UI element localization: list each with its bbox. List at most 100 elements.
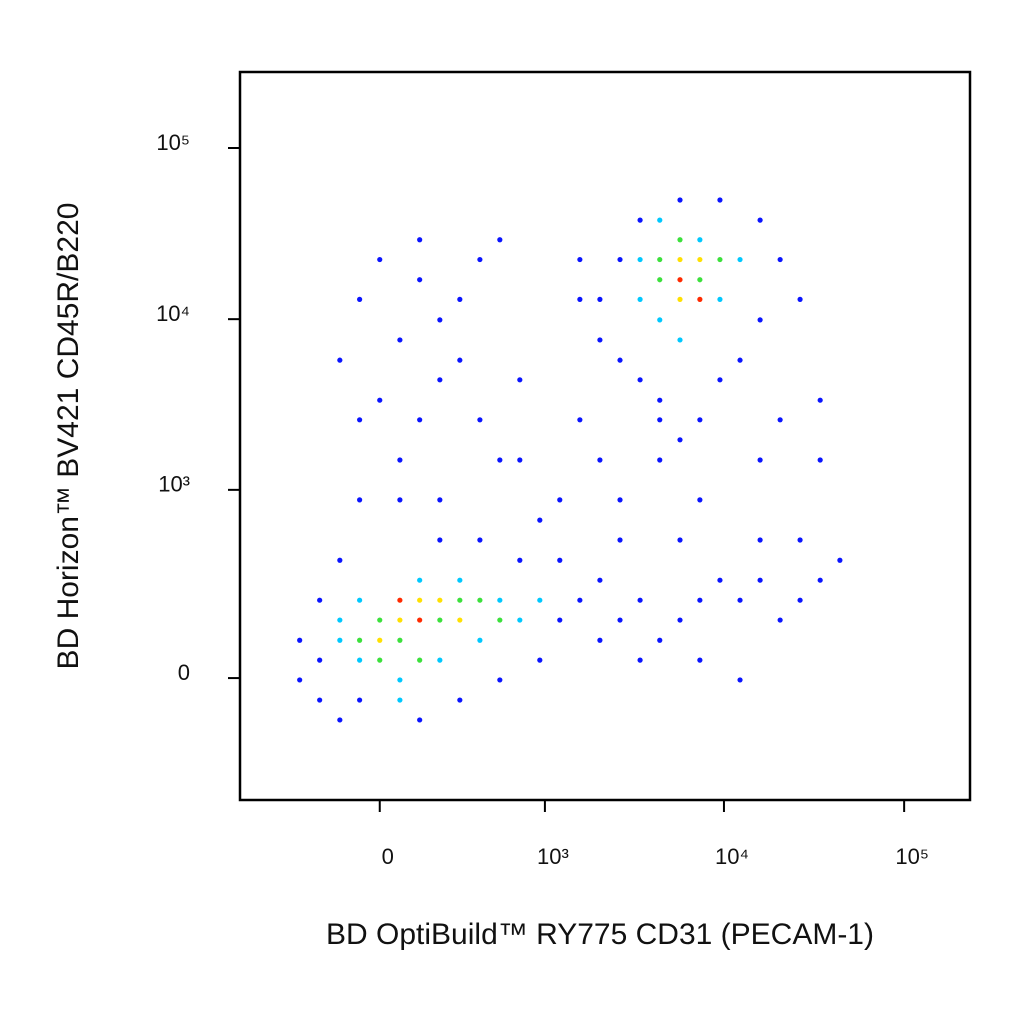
data-point xyxy=(437,317,443,323)
data-point xyxy=(637,657,643,663)
data-point xyxy=(637,296,643,302)
data-point xyxy=(677,296,683,302)
data-point xyxy=(557,617,563,623)
data-point xyxy=(337,637,343,643)
data-point xyxy=(657,217,663,223)
data-point xyxy=(737,256,743,263)
data-point xyxy=(357,296,363,302)
data-point xyxy=(597,577,603,583)
data-point xyxy=(457,357,463,363)
data-point xyxy=(697,277,703,283)
data-point xyxy=(757,537,763,543)
data-point xyxy=(597,637,603,643)
data-point xyxy=(417,417,423,423)
data-point xyxy=(437,657,443,663)
data-point xyxy=(377,397,383,403)
data-point xyxy=(797,537,803,543)
x-axis-label: BD OptiBuild™ RY775 CD31 (PECAM-1) xyxy=(326,918,874,951)
data-point xyxy=(317,657,323,663)
data-point xyxy=(437,537,443,543)
data-point xyxy=(737,357,743,363)
data-point xyxy=(437,497,443,503)
data-point xyxy=(537,657,543,663)
data-point xyxy=(757,457,763,463)
data-point xyxy=(557,497,563,503)
data-point xyxy=(497,457,503,463)
data-point xyxy=(757,317,763,323)
data-point xyxy=(297,677,303,683)
data-point xyxy=(417,657,423,663)
data-point xyxy=(497,677,503,683)
data-point xyxy=(617,357,623,363)
data-point xyxy=(337,717,343,723)
data-point xyxy=(797,296,803,302)
data-point xyxy=(657,277,663,283)
data-point xyxy=(477,537,483,543)
data-point xyxy=(457,296,463,302)
data-point xyxy=(697,417,703,423)
data-point xyxy=(657,256,663,263)
data-point xyxy=(677,277,683,283)
data-point xyxy=(357,697,363,703)
data-point xyxy=(357,657,363,663)
data-point xyxy=(577,597,583,603)
data-point xyxy=(477,597,483,603)
data-point xyxy=(397,677,403,683)
data-point xyxy=(777,256,783,263)
data-point xyxy=(717,296,723,302)
data-point xyxy=(577,256,583,263)
data-point xyxy=(397,617,403,623)
data-point xyxy=(797,597,803,603)
data-point xyxy=(377,617,383,623)
x-tick-label: 10⁴ xyxy=(715,844,749,869)
data-point xyxy=(637,217,643,223)
data-point xyxy=(397,597,403,603)
data-point xyxy=(657,457,663,463)
data-point xyxy=(697,597,703,603)
data-point xyxy=(837,557,843,563)
data-point xyxy=(697,657,703,663)
data-point xyxy=(497,617,503,623)
data-point xyxy=(617,256,623,263)
data-point xyxy=(817,457,823,463)
data-point xyxy=(457,697,463,703)
data-point xyxy=(357,417,363,423)
data-point xyxy=(597,296,603,302)
data-point xyxy=(697,296,703,302)
data-point xyxy=(517,457,523,463)
data-point xyxy=(617,497,623,503)
data-point xyxy=(417,717,423,723)
data-point xyxy=(757,217,763,223)
data-point xyxy=(437,597,443,603)
data-point xyxy=(697,237,703,243)
data-point xyxy=(537,517,543,523)
data-point xyxy=(697,256,703,263)
data-point xyxy=(677,197,683,203)
data-point xyxy=(417,617,423,623)
data-point xyxy=(517,377,523,383)
data-point xyxy=(357,597,363,603)
data-point xyxy=(417,237,423,243)
data-point xyxy=(397,457,403,463)
data-point xyxy=(497,597,503,603)
plot-frame xyxy=(238,70,972,802)
data-point xyxy=(477,637,483,643)
data-point xyxy=(637,377,643,383)
data-point xyxy=(437,377,443,383)
data-point xyxy=(617,537,623,543)
data-point xyxy=(777,417,783,423)
data-point xyxy=(297,637,303,643)
y-tick-label: 10⁴ xyxy=(156,301,190,326)
y-axis-label: BD Horizon™ BV421 CD45R/B220 xyxy=(52,203,85,670)
data-point xyxy=(677,237,683,243)
data-point xyxy=(817,577,823,583)
data-point xyxy=(677,256,683,263)
data-point xyxy=(637,256,643,263)
data-point xyxy=(617,617,623,623)
data-point xyxy=(657,417,663,423)
data-point xyxy=(317,597,323,603)
data-point xyxy=(317,697,323,703)
data-point xyxy=(417,597,423,603)
y-tick-label: 10³ xyxy=(158,472,190,497)
